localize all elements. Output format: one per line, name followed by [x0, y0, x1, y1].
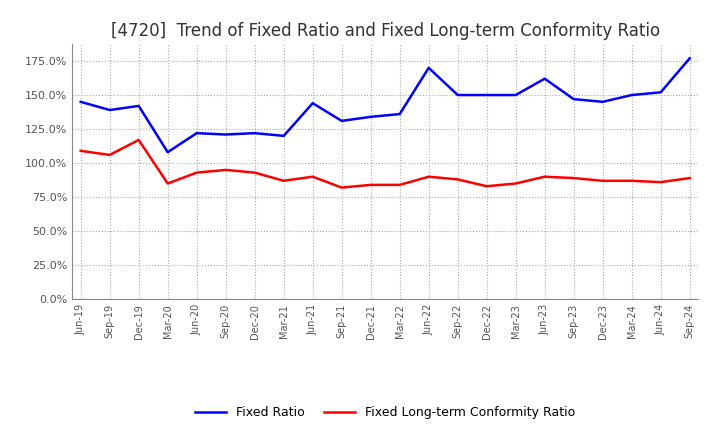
Fixed Long-term Conformity Ratio	[598, 178, 607, 183]
Fixed Ratio	[454, 92, 462, 98]
Fixed Ratio	[338, 118, 346, 124]
Fixed Ratio	[511, 92, 520, 98]
Fixed Ratio	[135, 103, 143, 109]
Fixed Long-term Conformity Ratio	[251, 170, 259, 175]
Fixed Ratio	[105, 107, 114, 113]
Line: Fixed Ratio: Fixed Ratio	[81, 58, 690, 152]
Fixed Long-term Conformity Ratio	[395, 182, 404, 187]
Fixed Ratio	[424, 65, 433, 70]
Fixed Long-term Conformity Ratio	[570, 176, 578, 181]
Fixed Ratio	[627, 92, 636, 98]
Fixed Ratio	[192, 131, 201, 136]
Fixed Long-term Conformity Ratio	[511, 181, 520, 186]
Fixed Ratio	[657, 90, 665, 95]
Fixed Long-term Conformity Ratio	[163, 181, 172, 186]
Fixed Long-term Conformity Ratio	[657, 180, 665, 185]
Fixed Ratio	[570, 96, 578, 102]
Fixed Long-term Conformity Ratio	[482, 183, 491, 189]
Fixed Ratio	[482, 92, 491, 98]
Title: [4720]  Trend of Fixed Ratio and Fixed Long-term Conformity Ratio: [4720] Trend of Fixed Ratio and Fixed Lo…	[111, 22, 660, 40]
Fixed Long-term Conformity Ratio	[424, 174, 433, 180]
Fixed Long-term Conformity Ratio	[76, 148, 85, 154]
Fixed Ratio	[395, 111, 404, 117]
Fixed Long-term Conformity Ratio	[105, 152, 114, 158]
Fixed Long-term Conformity Ratio	[279, 178, 288, 183]
Fixed Long-term Conformity Ratio	[541, 174, 549, 180]
Fixed Ratio	[279, 133, 288, 139]
Fixed Long-term Conformity Ratio	[308, 174, 317, 180]
Fixed Long-term Conformity Ratio	[366, 182, 375, 187]
Fixed Long-term Conformity Ratio	[135, 137, 143, 143]
Fixed Long-term Conformity Ratio	[454, 177, 462, 182]
Fixed Ratio	[366, 114, 375, 119]
Line: Fixed Long-term Conformity Ratio: Fixed Long-term Conformity Ratio	[81, 140, 690, 187]
Fixed Ratio	[541, 76, 549, 81]
Fixed Long-term Conformity Ratio	[221, 167, 230, 172]
Fixed Long-term Conformity Ratio	[192, 170, 201, 175]
Fixed Ratio	[251, 131, 259, 136]
Fixed Long-term Conformity Ratio	[338, 185, 346, 190]
Fixed Ratio	[163, 150, 172, 155]
Fixed Ratio	[308, 101, 317, 106]
Fixed Ratio	[221, 132, 230, 137]
Fixed Ratio	[598, 99, 607, 104]
Fixed Long-term Conformity Ratio	[627, 178, 636, 183]
Fixed Ratio	[76, 99, 85, 104]
Fixed Ratio	[685, 55, 694, 61]
Legend: Fixed Ratio, Fixed Long-term Conformity Ratio: Fixed Ratio, Fixed Long-term Conformity …	[189, 400, 582, 425]
Fixed Long-term Conformity Ratio	[685, 176, 694, 181]
